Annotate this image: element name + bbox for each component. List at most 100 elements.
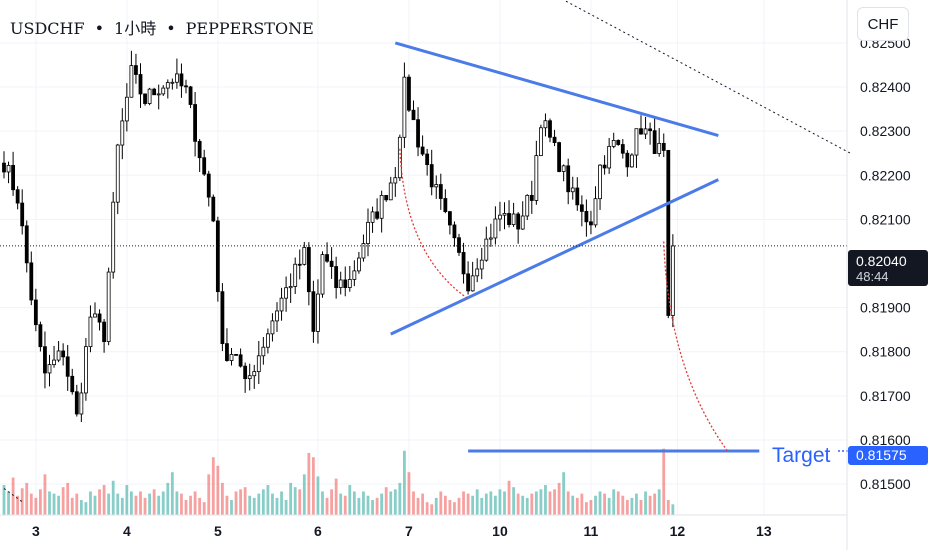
time-tick-label: 13 bbox=[756, 523, 772, 539]
volume-bar bbox=[271, 493, 274, 515]
volume-bar bbox=[653, 493, 657, 515]
candle-body bbox=[393, 177, 398, 184]
volume-bar bbox=[84, 502, 88, 515]
volume-bar bbox=[11, 477, 15, 515]
candle-body bbox=[265, 333, 270, 348]
candle-body bbox=[225, 343, 229, 361]
volume-bar bbox=[639, 500, 643, 515]
candle-body bbox=[316, 293, 320, 332]
candle-body bbox=[165, 82, 170, 89]
time-tick-label: 7 bbox=[405, 523, 413, 539]
axes: 0.825000.824000.823000.822000.821000.819… bbox=[0, 0, 911, 550]
candle-body bbox=[543, 120, 548, 129]
volume-bar bbox=[52, 493, 56, 515]
candle-body bbox=[338, 279, 343, 289]
volume-bar bbox=[362, 491, 365, 515]
volume-bar bbox=[671, 504, 675, 515]
candle-body bbox=[525, 194, 530, 217]
volume-bar bbox=[312, 457, 315, 515]
candle-body bbox=[611, 139, 616, 147]
volume-bar bbox=[152, 489, 156, 515]
candle-body bbox=[33, 299, 38, 326]
volume-bar bbox=[39, 489, 42, 515]
triangle-upper-trendline bbox=[394, 41, 719, 137]
volume-bar bbox=[139, 491, 142, 515]
candle-body bbox=[152, 88, 157, 96]
candle-body bbox=[288, 286, 293, 289]
candle-body bbox=[416, 119, 420, 148]
volume-bar bbox=[512, 487, 515, 515]
volume-bar bbox=[562, 472, 566, 515]
volume-bar bbox=[307, 452, 311, 515]
target-price-tag: 0.81575 bbox=[848, 446, 928, 465]
candle-body bbox=[352, 270, 357, 280]
candle-body bbox=[470, 275, 475, 292]
volume-bar bbox=[170, 472, 174, 515]
candle-body bbox=[407, 76, 411, 111]
candle-body bbox=[343, 279, 348, 288]
volume-bar bbox=[161, 491, 165, 515]
candle-body bbox=[466, 273, 471, 292]
volume-bar bbox=[503, 491, 506, 515]
candle-body bbox=[420, 146, 425, 155]
volume-bar bbox=[434, 497, 438, 515]
candle-body bbox=[488, 237, 493, 240]
candle-body bbox=[197, 140, 202, 159]
volume-bar bbox=[325, 497, 329, 515]
candle-body bbox=[124, 96, 129, 122]
separator-1: • bbox=[94, 19, 105, 38]
candle-body bbox=[97, 313, 102, 323]
volume-bar bbox=[371, 500, 374, 515]
volume-bar bbox=[416, 497, 420, 515]
candle-body bbox=[375, 211, 380, 219]
candle-body bbox=[566, 165, 571, 193]
candle-body bbox=[334, 266, 339, 289]
candle-body bbox=[548, 120, 552, 138]
candle-body bbox=[275, 310, 279, 322]
volume-bar bbox=[471, 495, 475, 515]
candle-body bbox=[666, 150, 671, 316]
candle-body bbox=[6, 165, 11, 173]
volume-bar bbox=[207, 474, 211, 515]
volume-bar bbox=[630, 497, 634, 515]
grid bbox=[0, 0, 847, 515]
volume-bar bbox=[79, 500, 83, 515]
volume-bars bbox=[2, 448, 675, 515]
candle-body bbox=[370, 211, 375, 223]
candle-body bbox=[293, 263, 298, 287]
currency-button[interactable]: CHF bbox=[857, 7, 909, 41]
volume-bar bbox=[321, 491, 324, 515]
candle-body bbox=[20, 202, 25, 227]
candle-body bbox=[502, 213, 507, 216]
candle-body bbox=[129, 65, 134, 98]
volume-bar bbox=[225, 495, 229, 515]
volume-bar bbox=[457, 497, 461, 515]
candle-body bbox=[475, 268, 480, 277]
lower-dotted-trendline bbox=[3, 488, 23, 503]
candle-body bbox=[202, 157, 207, 175]
drawings[interactable] bbox=[0, 0, 851, 503]
candle-body bbox=[438, 184, 443, 199]
volume-bar bbox=[430, 504, 434, 515]
candle-body bbox=[234, 354, 238, 356]
candle-body bbox=[79, 392, 84, 415]
candle-body bbox=[2, 162, 6, 173]
time-tick-label: 12 bbox=[670, 523, 686, 539]
candle-body bbox=[179, 73, 184, 87]
volume-bar bbox=[184, 500, 188, 515]
volume-bar bbox=[221, 482, 224, 515]
volume-bar bbox=[20, 488, 24, 515]
volume-bar bbox=[534, 491, 538, 515]
volume-bar bbox=[375, 497, 379, 515]
volume-bar bbox=[107, 493, 111, 515]
candle-body bbox=[516, 213, 521, 230]
volume-bar bbox=[302, 474, 306, 515]
price-tick-label: 0.82100 bbox=[860, 211, 911, 227]
volume-bar bbox=[143, 497, 147, 515]
volume-bar bbox=[393, 489, 397, 515]
volume-bar bbox=[257, 493, 261, 515]
price-tick-label: 0.82200 bbox=[860, 167, 911, 183]
candle-body bbox=[61, 350, 66, 358]
